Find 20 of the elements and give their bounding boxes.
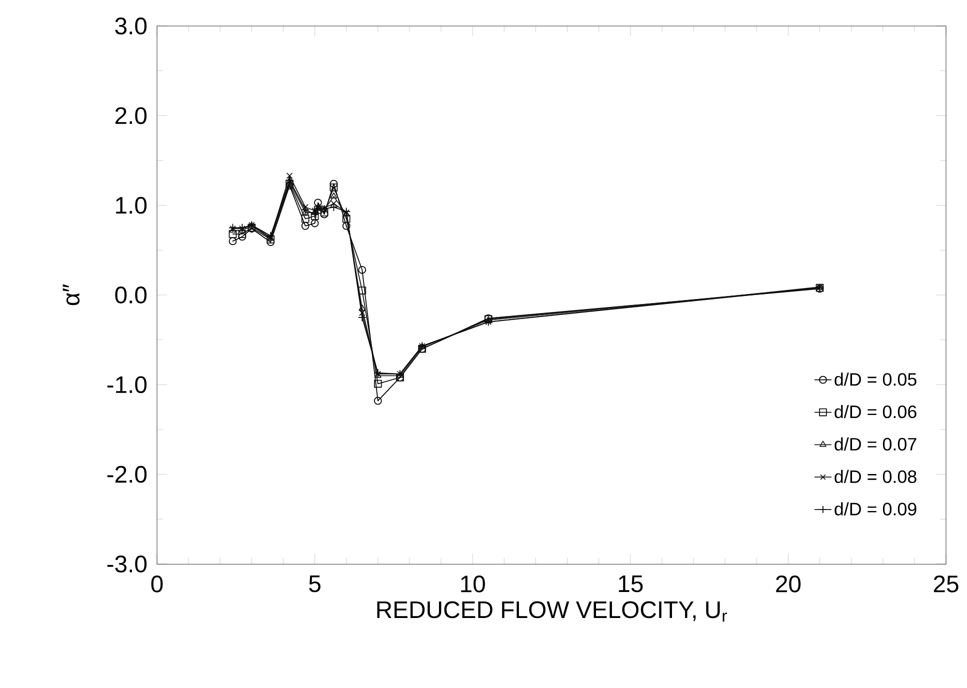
legend-label: d/D = 0.05 <box>834 372 916 386</box>
y-axis-title: α″ <box>62 284 80 306</box>
y-tick-label: -1.0 <box>107 376 147 394</box>
x-tick-label: 20 <box>776 575 801 592</box>
x-tick-label: 0 <box>151 575 163 592</box>
legend-label: d/D = 0.08 <box>834 470 916 484</box>
x-tick-label: 5 <box>309 575 320 592</box>
x-tick-label: 25 <box>934 575 958 592</box>
y-tick-label: -3.0 <box>107 556 147 572</box>
y-tick-label: 1.0 <box>116 196 147 214</box>
x-tick-label: 10 <box>461 575 485 592</box>
legend-label: d/D = 0.06 <box>834 405 916 418</box>
y-tick-label: 3.0 <box>115 18 147 34</box>
y-tick-label: 2.0 <box>115 107 147 124</box>
x-axis-title: REDUCED FLOW VELOCITY, U$_{r}$ <box>377 601 727 622</box>
x-tick-label: 15 <box>618 575 643 592</box>
legend-label: d/D = 0.09 <box>834 502 916 516</box>
legend-label: d/D = 0.07 <box>834 437 916 451</box>
y-tick-label: -2.0 <box>107 466 147 483</box>
y-tick-label: 0.0 <box>115 286 147 304</box>
